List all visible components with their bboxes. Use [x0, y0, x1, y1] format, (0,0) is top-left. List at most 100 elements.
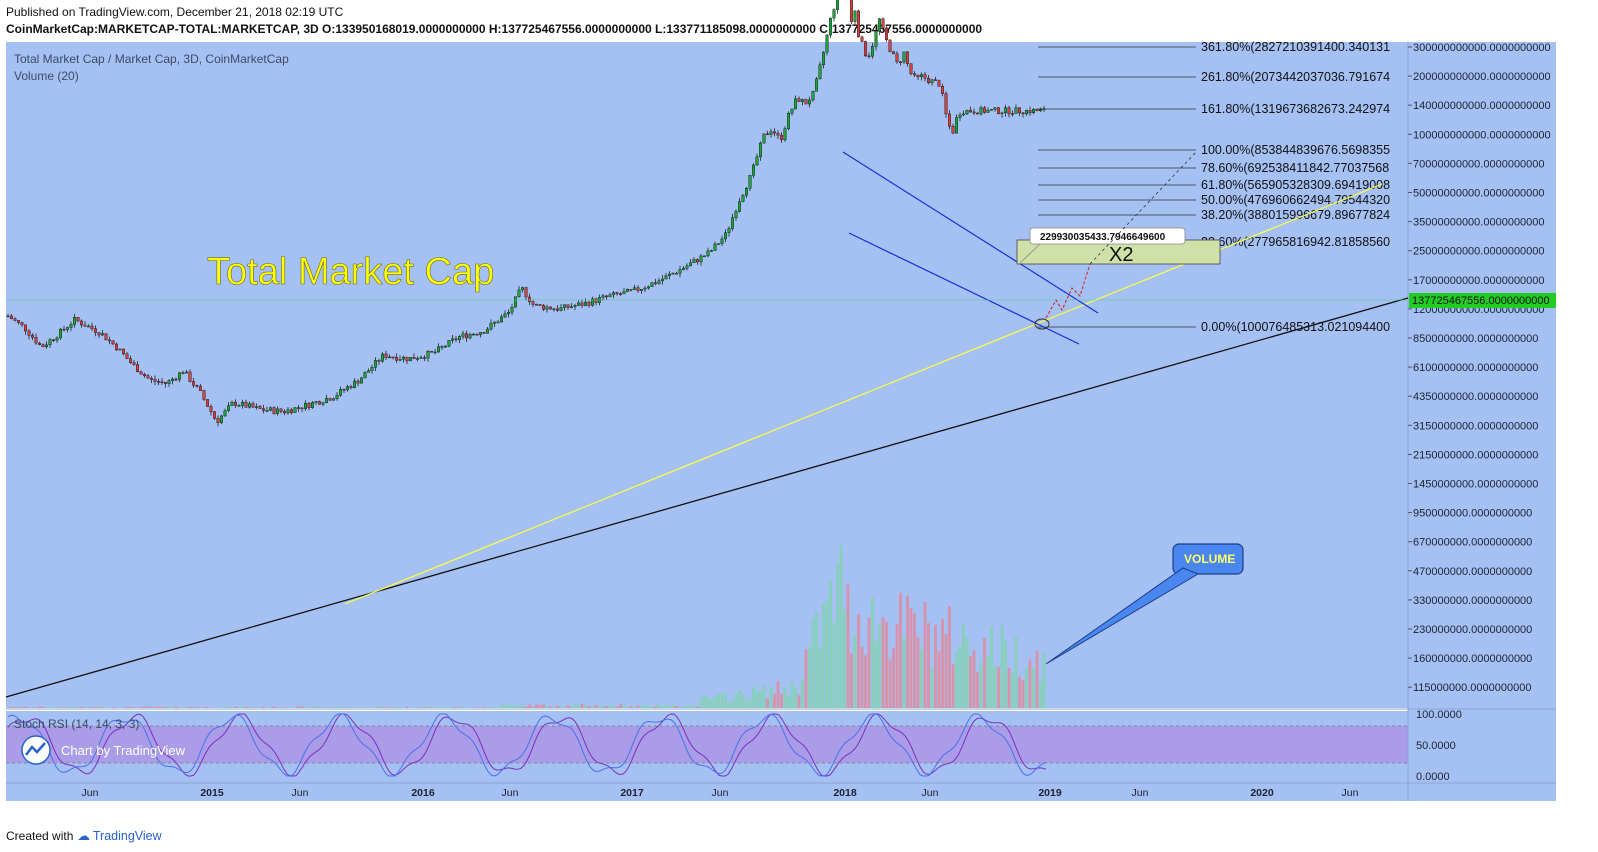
volume-bar	[874, 641, 878, 708]
candle	[692, 257, 696, 263]
volume-bar	[881, 617, 885, 708]
volume-bar	[846, 584, 850, 708]
candle	[797, 96, 801, 103]
candle	[801, 98, 805, 106]
candle	[594, 297, 598, 306]
candle	[121, 348, 125, 356]
volume-bar	[605, 706, 608, 708]
volume-bar	[794, 687, 797, 708]
volume-bar	[885, 621, 888, 708]
candle	[829, 17, 833, 39]
candle	[524, 286, 528, 301]
volume-bar	[503, 705, 507, 708]
candle	[381, 352, 385, 363]
volume-bar	[545, 705, 549, 708]
volume-bar	[297, 706, 300, 708]
volume-bar	[87, 706, 90, 708]
candle	[104, 333, 108, 341]
volume-bar	[720, 692, 724, 708]
candle	[230, 400, 234, 407]
candle	[181, 370, 185, 375]
volume-bar	[346, 706, 349, 708]
volume-bar	[157, 706, 160, 708]
candle	[174, 377, 178, 382]
volume-bar	[738, 689, 741, 708]
volume-bar	[871, 597, 874, 708]
candle	[864, 40, 868, 58]
candle	[738, 197, 742, 213]
candle	[293, 407, 297, 413]
volume-bar	[405, 706, 409, 708]
candle	[993, 107, 997, 112]
candle	[479, 332, 483, 338]
volume-bar	[839, 545, 843, 708]
candle	[149, 376, 153, 384]
candle	[556, 305, 560, 312]
volume-bar	[867, 617, 871, 708]
candle	[262, 404, 266, 414]
candle	[97, 331, 101, 338]
candle	[240, 399, 244, 409]
y-tick-label: 2150000000.0000000000	[1413, 449, 1538, 461]
footer-brand[interactable]: ☁ TradingView	[77, 828, 161, 844]
volume-bar	[573, 704, 577, 708]
candle	[332, 397, 336, 401]
volume-bar	[692, 705, 696, 708]
volume-bar	[801, 679, 804, 708]
candle	[661, 275, 665, 285]
volume-bar	[955, 652, 958, 708]
volume-bar	[384, 707, 388, 708]
volume-bar	[535, 704, 538, 708]
candle	[444, 345, 448, 348]
candle	[367, 368, 371, 373]
long-trendline	[5, 297, 1409, 698]
candle	[1035, 108, 1039, 112]
y-tick-label: 230000000.0000000000	[1413, 624, 1532, 636]
candle	[65, 326, 69, 333]
candle	[111, 340, 115, 346]
volume-bar	[990, 626, 993, 708]
candle	[811, 90, 815, 102]
volume-bar	[951, 664, 955, 708]
candle	[633, 284, 637, 290]
candle	[990, 109, 994, 111]
candle	[521, 286, 525, 293]
candle	[209, 404, 213, 416]
volume-bar	[335, 707, 339, 708]
volume-bar	[853, 634, 857, 708]
candle	[986, 107, 990, 113]
volume-bar	[818, 647, 822, 708]
volume-bar	[787, 695, 790, 708]
x-tick-label: Jun	[922, 787, 939, 799]
volume-bar	[531, 706, 535, 708]
candle	[170, 377, 174, 385]
candle	[916, 74, 920, 81]
volume-bar	[223, 707, 227, 708]
volume-bar	[339, 706, 342, 708]
volume-bar	[101, 706, 104, 708]
candle	[643, 285, 647, 293]
volume-bar	[188, 706, 192, 708]
volume-bar	[657, 704, 661, 708]
volume-bar	[524, 706, 528, 708]
x-tick-label: Jun	[712, 787, 729, 799]
volume-bar	[920, 649, 923, 708]
candle	[790, 108, 794, 116]
candle	[899, 61, 903, 66]
volume-bar	[769, 686, 773, 708]
candle	[489, 319, 493, 331]
candle	[934, 76, 938, 81]
candle	[269, 406, 273, 412]
candle	[955, 114, 959, 134]
volume-bar	[825, 599, 829, 708]
candle	[892, 51, 896, 55]
candle	[591, 296, 595, 307]
volume-bar	[776, 681, 780, 708]
volume-bar	[815, 611, 818, 708]
volume-bar	[360, 707, 363, 708]
y-tick-label: 160000000.0000000000	[1413, 653, 1532, 665]
candle	[391, 356, 395, 360]
volume-bar	[517, 706, 521, 708]
candle	[139, 370, 143, 375]
